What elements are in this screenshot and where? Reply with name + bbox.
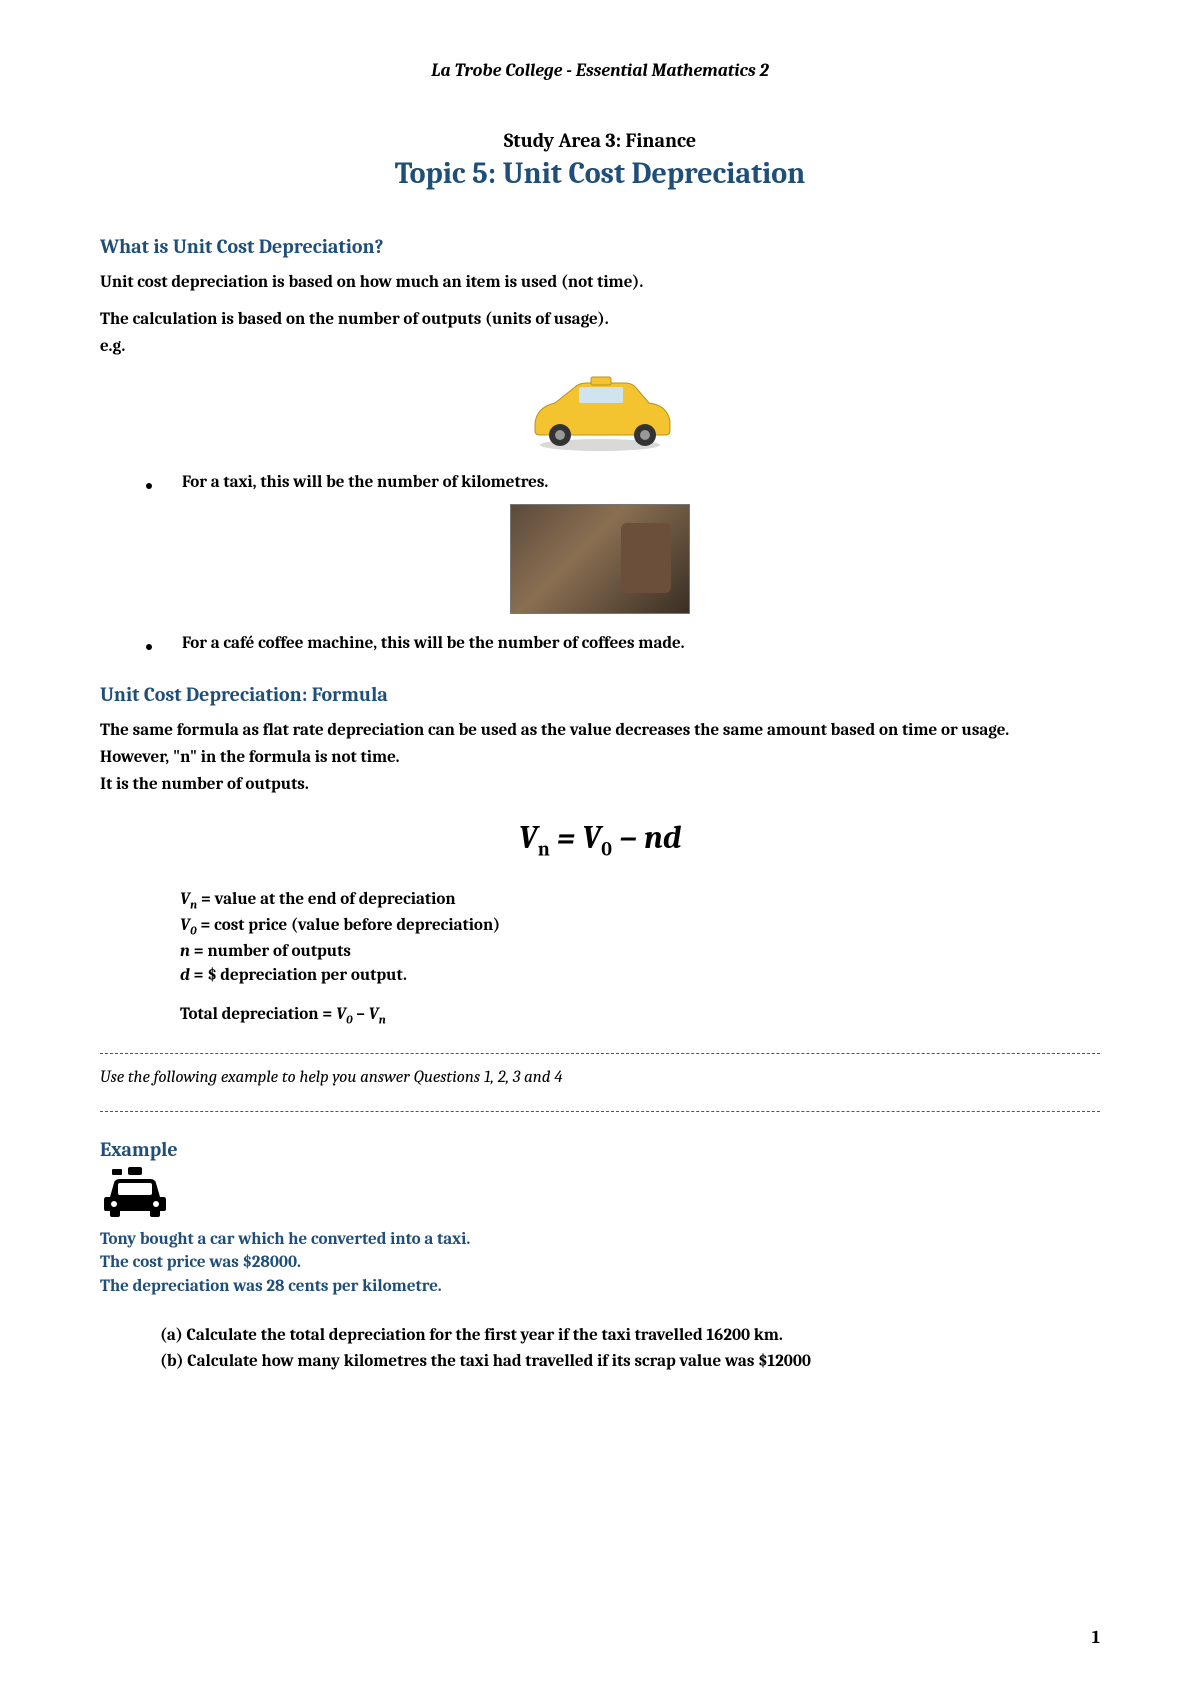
formula-p1: The same formula as flat rate depreciati… — [100, 720, 1100, 743]
separator-line — [100, 1111, 1100, 1112]
formula-p2: However, "n" in the formula is not time. — [100, 747, 1100, 770]
question-b: (b) Calculate how many kilometres the ta… — [160, 1349, 1100, 1375]
section-heading-what-is: What is Unit Cost Depreciation? — [100, 235, 1100, 258]
car-glyph-icon — [100, 1163, 1100, 1228]
example-heading: Example — [100, 1138, 1100, 1161]
intro-p1: Unit cost depreciation is based on how m… — [100, 272, 1100, 295]
page-container: La Trobe College - Essential Mathematics… — [0, 0, 1200, 1414]
instruction-text: Use the following example to help you an… — [100, 1068, 1100, 1087]
document-header: La Trobe College - Essential Mathematics… — [100, 60, 1100, 81]
intro-p2a: The calculation is based on the number o… — [100, 309, 1100, 332]
question-a: (a) Calculate the total depreciation for… — [160, 1323, 1100, 1349]
page-number: 1 — [1092, 1627, 1100, 1648]
bullet-coffee-text: For a café coffee machine, this will be … — [182, 634, 685, 653]
formula-p3: It is the number of outputs. — [100, 774, 1100, 797]
study-area-label: Study Area 3: Finance — [100, 129, 1100, 152]
def-d: = $ depreciation per output. — [190, 966, 407, 985]
taxi-image — [100, 373, 1100, 457]
coffee-machine-icon — [510, 504, 690, 614]
topic-title: Topic 5: Unit Cost Depreciation — [100, 156, 1100, 191]
example-line3: The depreciation was 28 cents per kilome… — [100, 1275, 1100, 1299]
example-line2: The cost price was $28000. — [100, 1251, 1100, 1275]
example-body: Tony bought a car which he converted int… — [100, 1228, 1100, 1299]
bullet-coffee: For a café coffee machine, this will be … — [100, 634, 1100, 653]
bullet-dot-icon — [146, 483, 152, 489]
bullet-taxi: For a taxi, this will be the number of k… — [100, 473, 1100, 492]
def-n: = number of outputs — [190, 942, 351, 961]
def-vn: = value at the end of depreciation — [197, 890, 456, 909]
bullet-dot-icon — [146, 644, 152, 650]
formula-definitions: Vn = value at the end of depreciation V0… — [100, 888, 1100, 1029]
total-dep-label: Total depreciation = — [180, 1005, 336, 1024]
example-questions: (a) Calculate the total depreciation for… — [100, 1323, 1100, 1374]
separator-line — [100, 1053, 1100, 1054]
def-v0: = cost price (value before depreciation) — [197, 916, 501, 935]
intro-p2b: e.g. — [100, 336, 1100, 359]
formula-equation: Vn = V0 − nd — [100, 819, 1100, 860]
bullet-taxi-text: For a taxi, this will be the number of k… — [182, 473, 548, 492]
section-heading-formula: Unit Cost Depreciation: Formula — [100, 683, 1100, 706]
example-line1: Tony bought a car which he converted int… — [100, 1228, 1100, 1252]
coffee-image — [100, 504, 1100, 618]
taxi-icon — [515, 373, 685, 453]
